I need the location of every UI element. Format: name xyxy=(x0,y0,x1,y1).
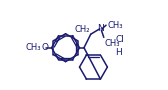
Text: CH₃: CH₃ xyxy=(104,39,120,48)
Text: N: N xyxy=(97,24,104,33)
Text: CH₃: CH₃ xyxy=(107,21,123,30)
Text: O: O xyxy=(41,43,48,52)
Text: CH₂: CH₂ xyxy=(75,25,90,34)
Text: CH₃: CH₃ xyxy=(26,43,41,52)
Text: H: H xyxy=(115,48,122,57)
Text: Cl: Cl xyxy=(115,35,124,44)
